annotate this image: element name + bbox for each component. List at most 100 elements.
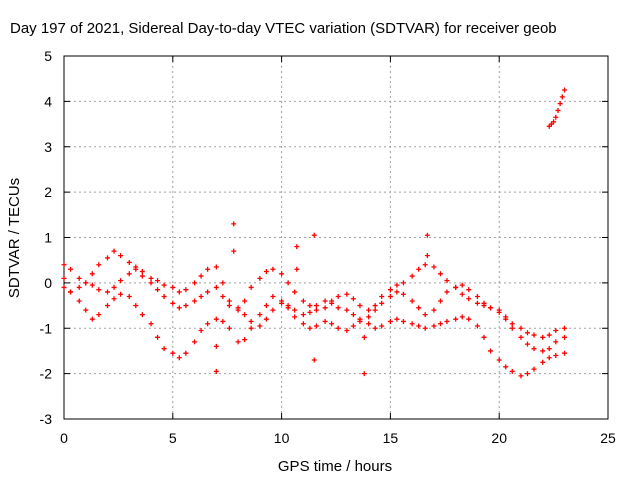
data-point [270, 307, 276, 313]
data-point [431, 264, 437, 270]
data-point [466, 287, 472, 293]
data-point [561, 87, 567, 93]
data-point [372, 307, 378, 313]
data-point [531, 366, 537, 372]
data-point [231, 248, 237, 254]
data-point [561, 334, 567, 340]
data-point [126, 259, 132, 265]
data-point [161, 346, 167, 352]
data-point [242, 312, 248, 318]
data-point [213, 264, 219, 270]
data-point [561, 350, 567, 356]
data-point [335, 325, 341, 331]
data-point [431, 307, 437, 313]
data-point [416, 323, 422, 329]
data-point [192, 339, 198, 345]
data-point [444, 289, 450, 295]
chart-title: Day 197 of 2021, Sidereal Day-to-day VTE… [10, 20, 557, 37]
data-point [213, 368, 219, 374]
data-point [263, 303, 269, 309]
data-point [294, 244, 300, 250]
data-point [213, 284, 219, 290]
data-point [89, 271, 95, 277]
data-point [400, 280, 406, 286]
data-point [387, 287, 393, 293]
data-point [220, 293, 226, 299]
data-point [387, 293, 393, 299]
x-tick-label: 20 [491, 430, 507, 446]
data-point [357, 316, 363, 322]
data-point [350, 323, 356, 329]
x-tick-label: 15 [383, 430, 399, 446]
data-point [409, 321, 415, 327]
data-point [192, 280, 198, 286]
y-tick-label: -3 [40, 411, 53, 427]
data-point [170, 300, 176, 306]
data-point [139, 312, 145, 318]
x-tick-label: 25 [600, 430, 616, 446]
data-point [226, 298, 232, 304]
data-point [307, 325, 313, 331]
data-point [111, 284, 117, 290]
data-point [198, 293, 204, 299]
data-point [294, 266, 300, 272]
data-point [242, 298, 248, 304]
x-tick-label: 0 [60, 430, 68, 446]
data-point [437, 298, 443, 304]
data-point [148, 280, 154, 286]
y-tick-label: 0 [44, 275, 52, 291]
data-point [559, 94, 565, 100]
data-point [561, 325, 567, 331]
data-point [546, 355, 552, 361]
data-point [424, 253, 430, 259]
data-point [361, 371, 367, 377]
data-point [118, 291, 124, 297]
data-point [263, 269, 269, 275]
data-point [394, 289, 400, 295]
data-point [496, 357, 502, 363]
data-point [105, 255, 111, 261]
data-point [466, 296, 472, 302]
data-point [183, 350, 189, 356]
data-point [76, 275, 82, 281]
data-point [96, 262, 102, 268]
data-point [242, 337, 248, 343]
data-point [148, 275, 154, 281]
data-point [459, 282, 465, 288]
data-point [474, 300, 480, 306]
data-point [481, 334, 487, 340]
data-point [198, 328, 204, 334]
data-point [270, 266, 276, 272]
series-track-c [61, 266, 567, 354]
data-point [509, 325, 515, 331]
data-point [192, 298, 198, 304]
data-point [372, 303, 378, 309]
data-point [394, 282, 400, 288]
x-tick-label: 10 [274, 430, 290, 446]
data-point [350, 312, 356, 318]
data-point [235, 339, 241, 345]
data-point [509, 321, 515, 327]
data-point [313, 323, 319, 329]
data-point [335, 293, 341, 299]
data-point [524, 330, 530, 336]
data-point [176, 305, 182, 311]
data-point [487, 305, 493, 311]
data-point [176, 289, 182, 295]
data-point [453, 284, 459, 290]
data-point [466, 316, 472, 322]
data-point [437, 321, 443, 327]
data-point [111, 296, 117, 302]
data-point [453, 316, 459, 322]
data-point [61, 275, 67, 281]
data-point [126, 271, 132, 277]
data-point [279, 271, 285, 277]
data-point [503, 316, 509, 322]
data-point [161, 282, 167, 288]
data-point [68, 289, 74, 295]
data-point [111, 248, 117, 254]
data-point [553, 114, 559, 120]
data-point [76, 284, 82, 290]
data-point [409, 298, 415, 304]
